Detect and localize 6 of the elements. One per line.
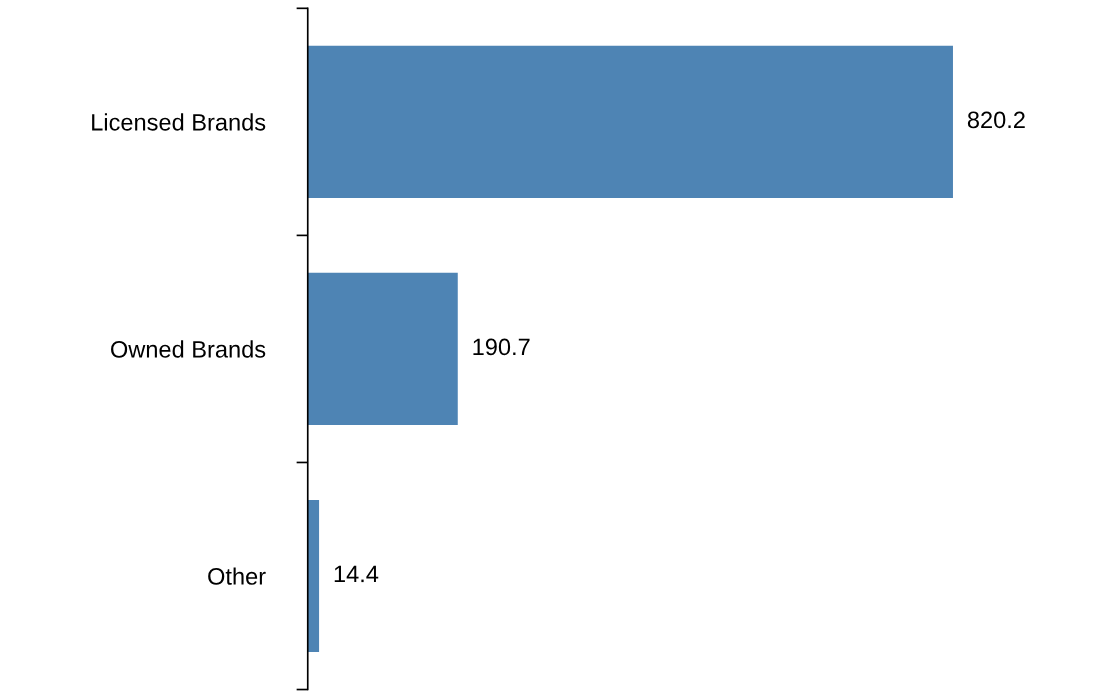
y-tick-label: Licensed Brands <box>92 113 266 131</box>
data-label: 14.4 <box>334 565 379 583</box>
y-tick-label: Owned Brands <box>111 340 266 358</box>
y-tick-label: Other <box>208 567 266 585</box>
data-label: 820.2 <box>967 111 1025 129</box>
data-label: 190.7 <box>473 338 530 356</box>
